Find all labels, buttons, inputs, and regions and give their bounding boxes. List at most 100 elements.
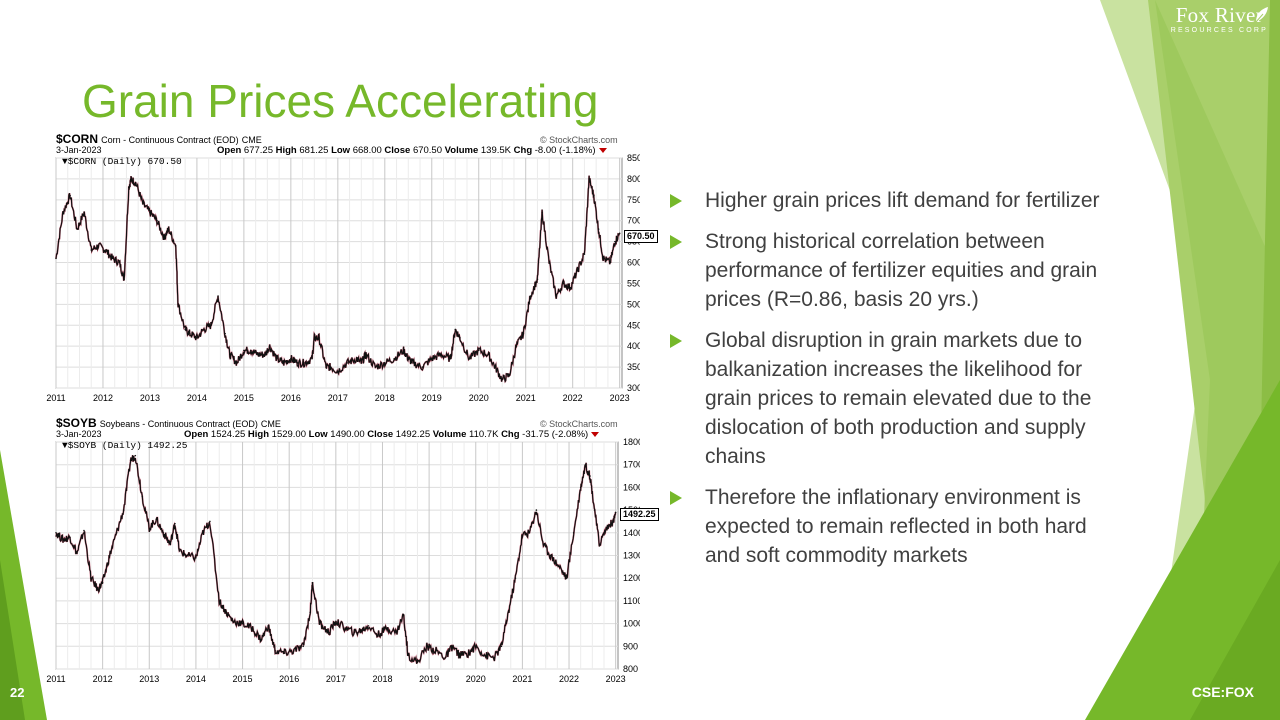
data-point [395,631,398,634]
data-point [184,328,186,331]
data-point [69,194,71,197]
chart-exchange: CME [260,419,281,429]
data-point [55,257,57,260]
data-point [360,629,363,632]
data-point [507,611,510,614]
chart-stats: Open 1524.25 High 1529.00 Low 1490.00 Cl… [184,429,600,440]
x-tick-label: 2016 [279,674,299,684]
y-tick-label: 450 [627,320,640,330]
data-point [177,303,179,306]
data-point [101,581,104,584]
data-point [90,577,92,579]
data-point [141,495,144,498]
data-point [618,232,621,235]
x-tick-label: 2018 [375,393,395,403]
data-point [593,194,595,197]
chart-plot: 8009001000110012001300140015001600170018… [46,437,640,684]
data-point [69,536,71,539]
price-series-line [55,455,617,664]
data-point [318,622,321,625]
data-point [135,182,137,184]
data-point [514,577,517,579]
y-tick-label: 750 [627,195,640,205]
ticker-label: CSE:FOX [1191,684,1254,700]
y-tick-label: 800 [623,664,638,674]
data-point [155,518,158,520]
triangle-bullet-icon [670,194,682,208]
data-point [104,249,107,251]
data-point [118,261,121,264]
data-point [605,527,608,530]
data-point [162,532,165,534]
data-point [134,454,137,457]
data-point [337,370,339,373]
x-tick-label: 2016 [281,393,301,403]
data-point [493,656,496,659]
data-point [412,362,414,364]
chart-stats: Open 677.25 High 681.25 Low 668.00 Close… [217,145,607,156]
data-point [115,532,118,534]
data-point [148,527,151,530]
data-point [335,620,337,623]
data-point [189,332,191,335]
data-point [542,543,545,545]
data-point [328,631,330,634]
data-point [128,186,130,189]
data-point [494,366,496,368]
data-point [196,337,198,339]
y-tick-label: 1800 [623,437,640,447]
last-value-label: 1492.25 [620,508,659,521]
x-tick-label: 2022 [563,393,583,403]
company-logo: Fox River RESOURCES CORP [1171,4,1268,35]
data-point [536,278,539,281]
x-tick-label: 2015 [234,393,254,403]
bullet-item: Strong historical correlation between pe… [668,227,1118,314]
data-point [562,282,565,285]
x-tick-label: 2017 [328,393,348,403]
data-point [264,353,266,356]
data-point [169,543,172,545]
data-point [521,534,524,536]
data-point [293,650,295,652]
y-tick-label: 550 [627,278,640,288]
data-point [122,509,125,511]
data-point [275,357,278,360]
data-point [97,245,100,247]
price-series-line [55,175,621,383]
chart-symbol: $CORN [56,132,99,146]
data-point [467,652,470,654]
data-point [257,353,259,356]
data-point [458,654,461,657]
data-point [529,295,532,297]
y-tick-label: 700 [627,216,640,226]
data-point [174,245,177,247]
data-point [402,613,405,616]
data-point [55,532,57,534]
data-point [360,362,363,364]
data-point [444,656,447,659]
data-point [149,211,151,214]
data-point [185,554,188,557]
down-arrow-icon [598,147,607,153]
data-point [548,261,550,264]
bullet-item: Higher grain prices lift demand for fert… [668,186,1118,215]
data-point [108,554,111,557]
data-point [353,631,356,634]
x-tick-label: 2015 [233,674,253,684]
data-point [62,538,64,541]
x-tick-label: 2011 [46,674,65,684]
y-tick-label: 1200 [623,573,640,583]
data-point [474,645,477,648]
chart-plot: 3003504004505005506006507007508008502011… [46,153,640,403]
triangle-bullet-icon [670,235,682,249]
x-tick-label: 2018 [372,674,392,684]
data-point [459,337,461,339]
data-point [217,295,219,297]
data-point [576,270,579,272]
data-point [593,509,596,511]
data-point [430,357,433,360]
data-point [251,627,253,629]
data-point [614,511,617,514]
x-tick-label: 2020 [469,393,489,403]
data-point [374,366,377,368]
